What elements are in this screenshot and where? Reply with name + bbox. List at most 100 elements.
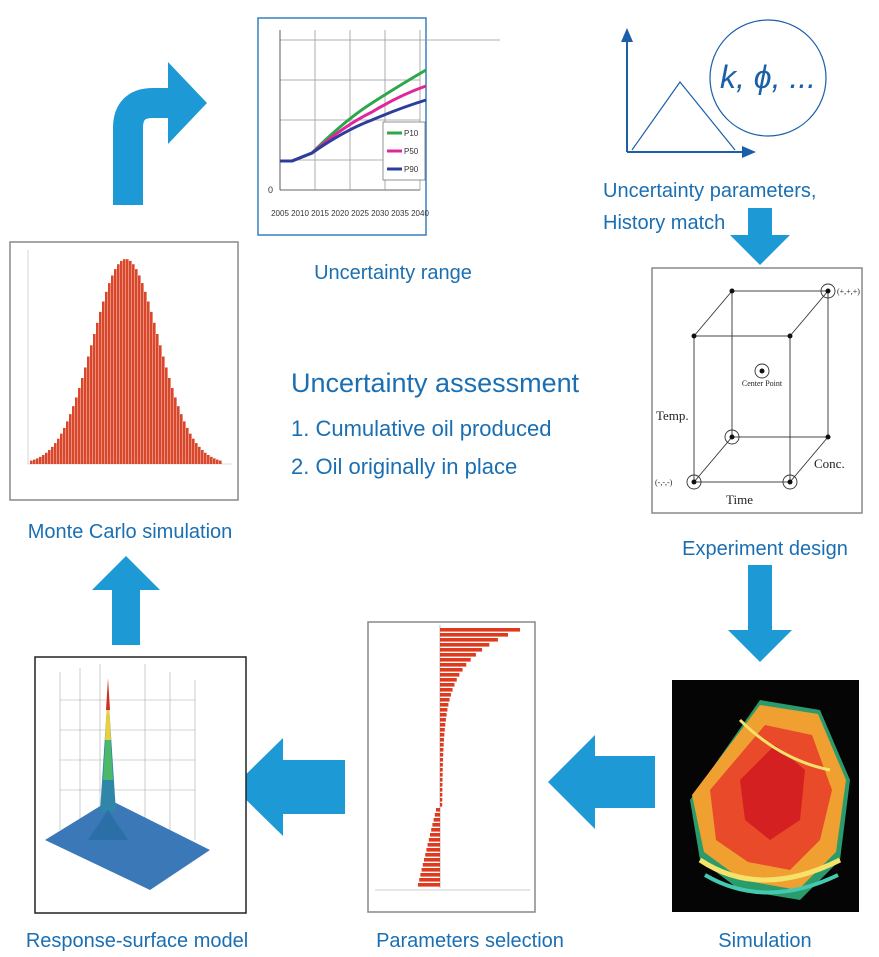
histogram-bar [198,446,201,464]
histogram-bar [174,397,177,464]
histogram-bar [144,291,147,464]
histogram-bar [159,345,162,464]
tornado-bar [420,873,440,877]
left-arrow [548,735,655,829]
histogram-bar [129,260,132,464]
tornado-bar [440,798,443,802]
legend-label: P90 [404,165,419,174]
histogram-bar [96,322,99,464]
tornado-bar [440,768,443,772]
tornado-bar [440,763,443,767]
histogram-bar [195,443,198,464]
tornado-bar [440,663,467,667]
histogram-bar [186,427,189,464]
tornado-bar [440,733,445,737]
p90-line [280,98,427,163]
bubble [709,19,827,137]
down-arrow [730,208,790,265]
legend-label: P10 [404,129,419,138]
tornado-bar [440,673,460,677]
tornado-bar [440,718,446,722]
histogram-bar [93,334,96,464]
histogram-bar [135,269,138,464]
tornado-bar [419,878,440,882]
histogram-bar [120,260,123,464]
center-item: 1. Cumulative oil produced [291,416,551,441]
tornado-bar [440,698,450,702]
histogram-bar [180,414,183,464]
x-label: 2005 [271,209,289,218]
tornado-bar [440,783,443,787]
histogram-bar [132,264,135,464]
tornado-bar [440,633,509,637]
x-label: 2015 [311,209,329,218]
histogram-bar [30,460,33,464]
curved-arrow-head [168,62,207,144]
triangle [631,81,736,151]
x-label: 2010 [291,209,309,218]
histogram-bar [153,322,156,464]
label: Time [726,492,753,507]
histogram-bar [75,397,78,464]
x-label: 2020 [331,209,349,218]
tornado-bar [440,758,444,762]
histogram-bar [138,275,141,464]
curved-arrow [113,88,170,205]
label: Center Point [742,379,783,388]
histogram-bar [171,388,174,464]
histogram-bar [126,259,129,464]
caption: Response-surface model [26,930,248,952]
histogram-bar [210,456,213,464]
histogram-bar [63,427,66,464]
tornado-bar [440,678,457,682]
tornado-bar [440,643,490,647]
histogram-bar [162,356,165,464]
center-title: Uncertainty assessment [291,368,580,398]
label: Conc. [814,456,845,471]
tornado-bar [422,863,440,867]
tornado-bar [440,653,476,657]
histogram-bar [105,291,108,464]
tornado-bar [440,688,453,692]
histogram-bar [57,438,60,464]
histogram-bar [150,311,153,464]
histogram-bar [99,311,102,464]
tornado-bar [440,728,445,732]
up-arrow [92,556,160,645]
histogram-bar [36,458,39,464]
histogram-bar [45,452,48,464]
tornado-bar [440,738,444,742]
tornado-bar [440,748,444,752]
histogram-bar [108,283,111,464]
tornado-bar [440,793,443,797]
tornado-bar [440,773,443,777]
x-label: 2030 [371,209,389,218]
histogram-bar [81,378,84,464]
tornado-bar [440,713,447,717]
histogram-bar [219,460,222,464]
tornado-bar [440,658,471,662]
histogram-bar [48,450,51,464]
caption: History match [603,212,725,234]
tornado-bar [426,848,440,852]
tornado-bar [440,723,446,727]
tornado-bar [440,803,443,807]
histogram-bar [87,356,90,464]
tornado-bar [425,853,440,857]
tornado-bar [440,753,444,757]
histogram-bar [165,367,168,464]
histogram-bar [90,345,93,464]
simulation-image [672,680,859,912]
histogram-bar [201,450,204,464]
histogram-bar [102,301,105,464]
tornado-bar [440,693,451,697]
label: Temp. [656,408,689,423]
histogram-bar [189,433,192,464]
left-arrow [233,738,345,836]
tornado-bar [432,823,440,827]
histogram-bar [177,406,180,464]
histogram-bar [72,406,75,464]
histogram-bar [207,454,210,464]
histogram-bar [213,458,216,464]
